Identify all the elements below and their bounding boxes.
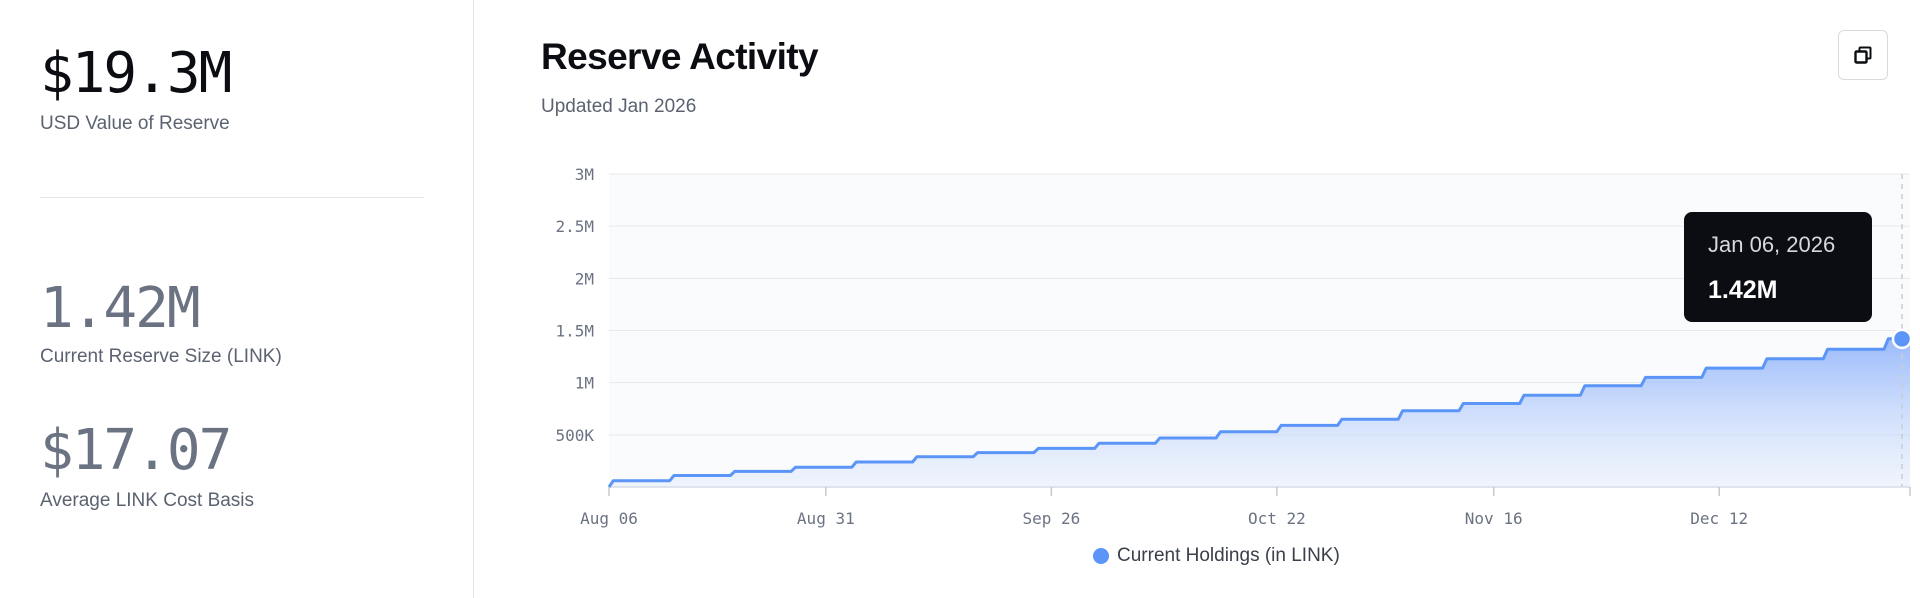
chart-tooltip: Jan 06, 2026 1.42M bbox=[1684, 212, 1872, 322]
x-tick-label: Dec 12 bbox=[1690, 509, 1748, 528]
y-tick-label: 500K bbox=[555, 426, 594, 445]
reserve-size-value: 1.42M bbox=[40, 276, 201, 341]
y-tick-label: 1.5M bbox=[555, 322, 594, 341]
x-tick-label: Oct 22 bbox=[1248, 509, 1306, 528]
legend-dot bbox=[1093, 548, 1109, 564]
y-tick-label: 2.5M bbox=[555, 217, 594, 236]
y-tick-label: 2M bbox=[575, 269, 594, 288]
x-tick-label: Aug 06 bbox=[580, 509, 638, 528]
chart-legend[interactable]: Current Holdings (in LINK) bbox=[1093, 545, 1340, 567]
cost-basis-value: $17.07 bbox=[40, 418, 232, 483]
stats-panel: $19.3M USD Value of Reserve 1.42M Curren… bbox=[0, 0, 474, 598]
cost-basis-label: Average LINK Cost Basis bbox=[40, 490, 255, 511]
chart-subtitle: Updated Jan 2026 bbox=[541, 96, 697, 117]
holdings-line bbox=[607, 337, 1910, 488]
x-tick-label: Sep 26 bbox=[1022, 509, 1080, 528]
hover-point[interactable] bbox=[1891, 328, 1913, 350]
stats-divider bbox=[40, 197, 424, 198]
x-tick-label: Nov 16 bbox=[1465, 509, 1523, 528]
reserve-size-label: Current Reserve Size (LINK) bbox=[40, 346, 282, 367]
tooltip-date: Jan 06, 2026 bbox=[1708, 232, 1836, 257]
x-tick-label: Aug 31 bbox=[797, 509, 855, 528]
tooltip-value: 1.42M bbox=[1708, 276, 1778, 304]
legend-label: Current Holdings (in LINK) bbox=[1117, 545, 1340, 566]
chart-title: Reserve Activity bbox=[541, 36, 819, 77]
holdings-area bbox=[609, 338, 1910, 487]
y-tick-label: 3M bbox=[575, 165, 594, 184]
y-tick-label: 1M bbox=[575, 374, 594, 393]
copy-icon bbox=[1854, 46, 1872, 64]
usd-value-label: USD Value of Reserve bbox=[40, 113, 230, 134]
copy-button[interactable] bbox=[1838, 30, 1888, 80]
usd-value: $19.3M bbox=[40, 41, 232, 106]
